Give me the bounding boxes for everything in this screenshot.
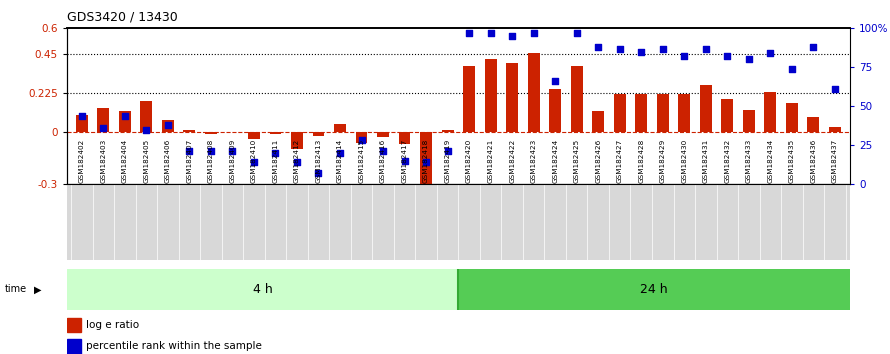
Bar	[270, 132, 281, 134]
Point	[419, 159, 433, 165]
Text: 24 h: 24 h	[640, 283, 668, 296]
Bar	[549, 89, 561, 132]
Bar	[614, 94, 626, 132]
Bar	[67, 339, 81, 354]
Point	[462, 30, 476, 36]
Point	[441, 149, 455, 154]
Text: GDS3420 / 13430: GDS3420 / 13430	[67, 11, 177, 24]
Text: 4 h: 4 h	[253, 283, 272, 296]
Bar	[162, 120, 174, 132]
Point	[354, 138, 368, 143]
Point	[312, 170, 326, 176]
Bar	[334, 124, 346, 132]
Bar	[67, 269, 458, 310]
Point	[269, 150, 283, 156]
Bar	[119, 112, 131, 132]
Bar	[592, 112, 604, 132]
Point	[247, 159, 261, 165]
Point	[656, 46, 670, 51]
Point	[204, 149, 218, 154]
Bar	[205, 132, 217, 134]
Bar	[570, 67, 583, 132]
Point	[117, 113, 132, 118]
Bar	[506, 63, 518, 132]
Point	[764, 50, 778, 56]
Bar	[76, 115, 88, 132]
Bar	[399, 132, 410, 144]
Bar	[67, 318, 81, 332]
Point	[699, 46, 713, 51]
Bar	[441, 130, 454, 132]
Bar	[291, 132, 303, 149]
Bar	[141, 101, 152, 132]
Text: percentile rank within the sample: percentile rank within the sample	[86, 341, 263, 352]
Point	[290, 159, 304, 165]
Point	[612, 46, 627, 51]
Point	[398, 158, 412, 164]
Bar	[635, 94, 647, 132]
Point	[96, 125, 110, 131]
Point	[182, 149, 197, 154]
Point	[720, 53, 734, 59]
Point	[828, 86, 842, 92]
Bar	[97, 108, 109, 132]
Bar	[485, 59, 497, 132]
Point	[570, 30, 584, 36]
Point	[677, 53, 692, 59]
Bar	[463, 67, 475, 132]
Point	[548, 79, 562, 84]
Bar	[786, 103, 797, 132]
Bar	[183, 130, 195, 132]
Point	[785, 66, 799, 72]
Point	[139, 127, 153, 132]
Bar	[458, 269, 850, 310]
Bar	[678, 94, 690, 132]
Point	[161, 122, 175, 128]
Point	[225, 149, 239, 154]
Text: log e ratio: log e ratio	[86, 320, 140, 330]
Bar	[312, 132, 325, 136]
Bar	[420, 132, 432, 188]
Point	[333, 150, 347, 156]
Bar	[743, 110, 755, 132]
Text: ▶: ▶	[34, 284, 41, 295]
Point	[741, 57, 756, 62]
Point	[527, 30, 541, 36]
Bar	[700, 85, 712, 132]
Bar	[765, 92, 776, 132]
Point	[591, 44, 605, 50]
Point	[483, 30, 498, 36]
Point	[75, 113, 89, 118]
Point	[505, 33, 519, 39]
Point	[376, 149, 390, 154]
Bar	[657, 94, 668, 132]
Point	[634, 49, 648, 55]
Bar	[528, 52, 539, 132]
Bar	[356, 132, 368, 143]
Bar	[829, 127, 841, 132]
Point	[806, 44, 821, 50]
Bar	[807, 116, 820, 132]
Bar	[722, 99, 733, 132]
Bar	[248, 132, 260, 139]
Text: time: time	[4, 284, 27, 295]
Bar	[377, 132, 389, 137]
